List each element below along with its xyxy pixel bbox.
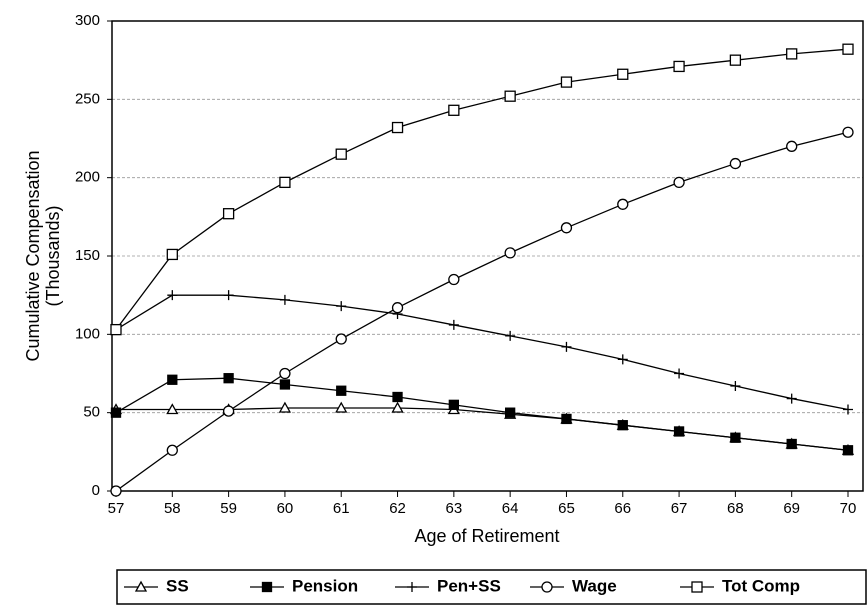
data-point (505, 407, 516, 418)
data-point (448, 399, 459, 410)
data-point (786, 48, 798, 60)
data-point (166, 403, 179, 415)
data-point (504, 90, 516, 102)
data-point (842, 445, 854, 456)
data-point (786, 140, 798, 152)
data-point (560, 76, 573, 88)
data-point (786, 438, 797, 450)
data-point (617, 420, 628, 431)
legend-marker (134, 580, 148, 592)
data-point (448, 273, 460, 286)
data-point (279, 294, 290, 305)
x-tick-label: 64 (502, 500, 519, 517)
data-point (505, 330, 516, 341)
data-point (110, 485, 122, 497)
data-point (336, 301, 347, 312)
data-point (448, 319, 459, 330)
data-point (391, 302, 404, 314)
x-axis-label: Age of Retirement (414, 526, 559, 546)
x-tick-label: 70 (840, 500, 857, 517)
x-tick-label: 62 (389, 500, 406, 517)
data-point (617, 354, 628, 365)
data-point (391, 121, 404, 134)
data-point (166, 444, 178, 456)
legend-label: SS (166, 576, 189, 595)
data-point (167, 374, 178, 385)
data-point (110, 407, 122, 418)
y-tick-label: 200 (75, 169, 100, 186)
legend-box (116, 569, 867, 605)
y-tick-label: 300 (75, 12, 100, 29)
data-point (335, 333, 347, 345)
data-point (729, 157, 742, 170)
data-point (504, 247, 516, 259)
data-point (843, 404, 853, 415)
x-tick-label: 68 (727, 500, 744, 517)
x-tick-label: 69 (783, 500, 800, 517)
legend-label: Pension (292, 576, 358, 595)
series-line (115, 48, 849, 331)
data-point (167, 290, 178, 301)
data-point (335, 148, 347, 160)
data-point (617, 198, 629, 210)
x-tick-label: 66 (614, 500, 631, 517)
data-point (617, 68, 629, 80)
data-point (166, 248, 178, 261)
data-point (223, 290, 234, 301)
x-tick-label: 58 (164, 500, 181, 517)
data-point (392, 391, 403, 403)
data-point (391, 401, 404, 413)
data-point (673, 176, 685, 189)
legend-label: Wage (572, 576, 617, 595)
y-tick-label: 100 (75, 325, 100, 342)
x-tick-label: 61 (333, 500, 350, 517)
data-point (279, 176, 291, 189)
x-tick-label: 65 (558, 500, 575, 517)
data-point (842, 43, 854, 55)
x-tick-label: 67 (671, 500, 688, 517)
data-point (560, 222, 573, 234)
data-point (336, 385, 347, 396)
y-axis-label: (Thousands) (43, 205, 63, 306)
data-point (561, 413, 572, 425)
y-tick-label: 0 (92, 482, 100, 499)
data-point (673, 60, 685, 73)
series-line (115, 294, 849, 411)
data-point (110, 323, 122, 336)
legend-marker (541, 581, 553, 593)
data-point (335, 401, 348, 413)
legend-marker (407, 582, 417, 592)
y-tick-label: 150 (75, 247, 100, 264)
data-point (730, 432, 741, 443)
legend-label: Pen+SS (437, 576, 501, 595)
data-point (786, 393, 797, 404)
data-point (730, 381, 741, 392)
legend-marker (261, 581, 273, 593)
data-point (222, 405, 235, 417)
y-axis-label: Cumulative Compensation (23, 150, 43, 361)
x-tick-label: 57 (108, 500, 125, 517)
data-point (222, 208, 235, 220)
y-tick-label: 50 (83, 404, 100, 421)
data-point (279, 379, 291, 390)
series-line (115, 131, 849, 492)
y-tick-label: 250 (75, 90, 100, 107)
legend-marker (691, 581, 703, 593)
data-point (561, 341, 572, 352)
data-point (674, 368, 685, 379)
plot-frame (111, 20, 864, 492)
x-tick-label: 59 (220, 500, 237, 517)
legend-label: Tot Comp (722, 576, 800, 595)
data-point (448, 104, 460, 116)
x-tick-label: 60 (277, 500, 294, 517)
data-point (673, 426, 685, 437)
data-point (278, 401, 292, 413)
data-point (729, 54, 742, 66)
x-tick-label: 63 (446, 500, 463, 517)
data-point (223, 373, 234, 384)
data-point (279, 367, 291, 380)
data-point (842, 126, 854, 138)
series-line (115, 377, 849, 451)
